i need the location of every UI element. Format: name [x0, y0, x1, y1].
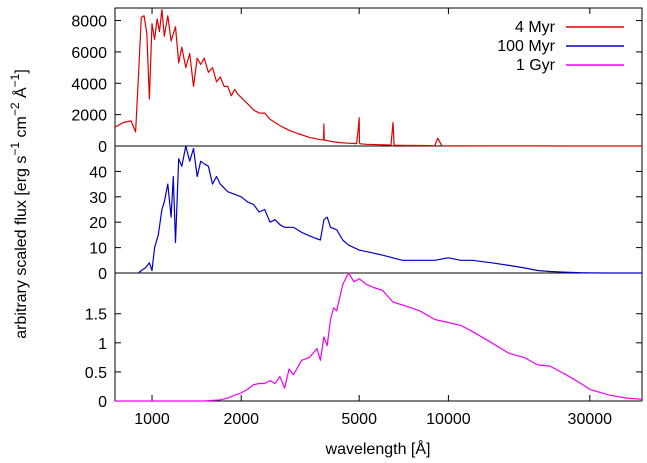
y-tick-label: 0.5	[85, 365, 107, 382]
legend-label: 4 Myr	[515, 19, 556, 36]
legend: 4 Myr 100 Myr 1 Gyr	[497, 19, 624, 74]
y-tick-label: 30	[89, 190, 107, 207]
y-label-sup-a: −1	[8, 142, 22, 156]
series-line-1-gyr	[115, 272, 643, 402]
y-axis-ticks: 0 2000 4000 6000 8000 0 10 20 30 40 0 0.5 1 1.5	[71, 14, 642, 411]
x-tick-label: 30000	[568, 411, 613, 428]
y-tick-label: 0	[98, 139, 107, 156]
y-label-sup-c: −1	[8, 73, 22, 87]
y-tick-label: 0	[98, 394, 107, 411]
legend-label: 100 Myr	[497, 38, 555, 55]
y-label-part-d: ]	[13, 69, 30, 73]
y-label-sup-b: −2	[8, 102, 22, 116]
y-tick-label: 1.5	[85, 307, 107, 324]
x-axis-label: wavelength [Å]	[325, 439, 431, 458]
series-line-4-myr	[114, 9, 642, 147]
y-tick-label: 1	[98, 336, 107, 353]
y-tick-label: 0	[98, 266, 107, 283]
y-tick-label: 4000	[71, 76, 107, 93]
legend-label: 1 Gyr	[516, 57, 556, 74]
x-tick-label: 1000	[134, 411, 170, 428]
y-tick-label: 6000	[71, 45, 107, 62]
series-lines	[114, 9, 643, 402]
x-tick-label: 5000	[341, 411, 377, 428]
y-tick-label: 8000	[71, 14, 107, 31]
y-axis-label: arbitrary scaled flux [erg s−1 cm−2 Å−1]	[8, 69, 30, 339]
y-tick-label: 20	[89, 215, 107, 232]
x-tick-label: 2000	[223, 411, 259, 428]
y-label-part-c: Å	[11, 87, 30, 102]
y-tick-label: 10	[89, 241, 107, 258]
y-label-part-a: arbitrary scaled flux [erg s	[13, 156, 30, 339]
y-tick-label: 2000	[71, 108, 107, 125]
y-label-part-b: cm	[13, 116, 30, 142]
x-axis-ticks: 1000 2000 5000 10000 30000	[134, 8, 612, 428]
plot-frame	[114, 7, 643, 402]
series-line-100-myr	[138, 145, 642, 274]
y-tick-label: 40	[89, 164, 107, 181]
x-tick-label: 10000	[426, 411, 471, 428]
